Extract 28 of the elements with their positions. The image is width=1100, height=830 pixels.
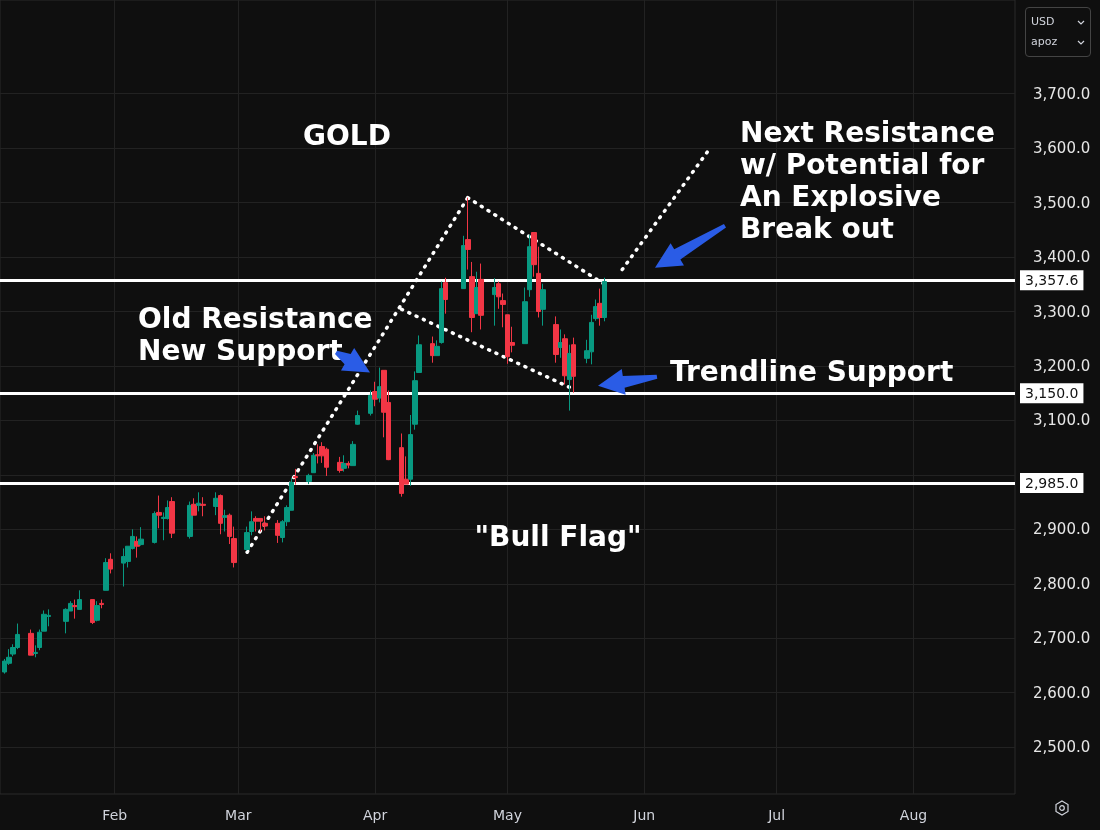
y-tick-label: 2,500.0: [1033, 738, 1091, 757]
y-tick-label: 3,400.0: [1033, 248, 1091, 267]
annotation: Old Resistance New Support: [138, 301, 373, 367]
x-tick-label: Feb: [102, 807, 128, 823]
unit-selector: USD apoz: [1025, 7, 1091, 57]
y-tick-label: 2,700.0: [1033, 629, 1091, 648]
x-tick-label: May: [493, 807, 522, 823]
x-tick-label: Mar: [225, 807, 252, 823]
y-tick-label: 3,100.0: [1033, 411, 1091, 430]
annotation: "Bull Flag": [474, 519, 642, 553]
y-tick-label: 3,600.0: [1033, 139, 1091, 158]
y-tick-label: 2,600.0: [1033, 683, 1091, 702]
y-tick-label: 3,700.0: [1033, 84, 1091, 103]
x-tick-label: Aug: [899, 807, 928, 823]
y-tick-label: 3,300.0: [1033, 302, 1091, 321]
y-tick-label: 3,500.0: [1033, 193, 1091, 212]
annotation: Trendline Support: [670, 354, 954, 388]
x-tick-label: Apr: [362, 807, 388, 823]
y-tick-label: 2,800.0: [1033, 574, 1091, 593]
ref-line-label: 2,985.0: [1025, 475, 1079, 492]
ref-line-label: 3,150.0: [1025, 385, 1079, 402]
ref-line-label: 3,357.6: [1025, 272, 1079, 289]
annotation: Next Resistance w/ Potential for An Explosive Break out: [740, 115, 995, 245]
y-tick-label: 3,200.0: [1033, 356, 1091, 375]
text: GOLD: [303, 118, 391, 152]
x-tick-label: Jun: [632, 807, 656, 823]
x-tick-label: Jul: [767, 807, 786, 823]
y-tick-label: 2,900.0: [1033, 520, 1091, 539]
